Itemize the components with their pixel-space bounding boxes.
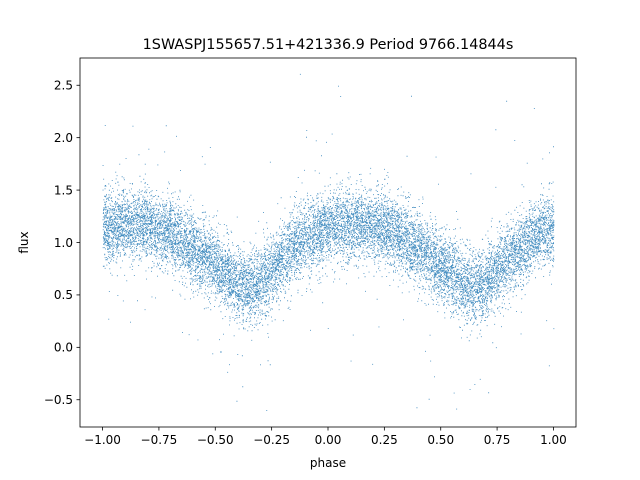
x-tick-label: −0.75 — [141, 433, 178, 447]
x-tick-label: −0.25 — [253, 433, 290, 447]
y-axis-label: flux — [17, 231, 31, 253]
x-tick-label: 1.00 — [540, 433, 567, 447]
scatter-points — [102, 73, 555, 411]
flux-point-cloud — [102, 73, 555, 411]
x-axis: −1.00 −0.75 −0.50 −0.25 0.00 0.25 0.50 0.75 1.00 — [84, 427, 567, 447]
x-tick-label: −1.00 — [84, 433, 121, 447]
x-tick-label: 0.75 — [484, 433, 511, 447]
plot-frame — [79, 57, 577, 428]
x-tick-label: −0.50 — [197, 433, 234, 447]
x-axis-label: phase — [310, 456, 346, 470]
y-tick-label: 2.0 — [54, 131, 73, 145]
x-tick-label: 0.50 — [427, 433, 454, 447]
y-tick-label: 0.0 — [54, 341, 73, 355]
x-tick-label: 0.00 — [315, 433, 342, 447]
chart-title: 1SWASPJ155657.51+421336.9 Period 9766.14… — [143, 37, 514, 53]
y-tick-label: 0.5 — [54, 288, 73, 302]
x-tick-label: 0.25 — [371, 433, 398, 447]
y-tick-label: 1.5 — [54, 183, 73, 197]
y-axis: −0.5 0.0 0.5 1.0 1.5 2.0 2.5 — [44, 79, 80, 407]
y-tick-label: 1.0 — [54, 236, 73, 250]
y-tick-label: −0.5 — [44, 393, 73, 407]
y-tick-label: 2.5 — [54, 79, 73, 93]
